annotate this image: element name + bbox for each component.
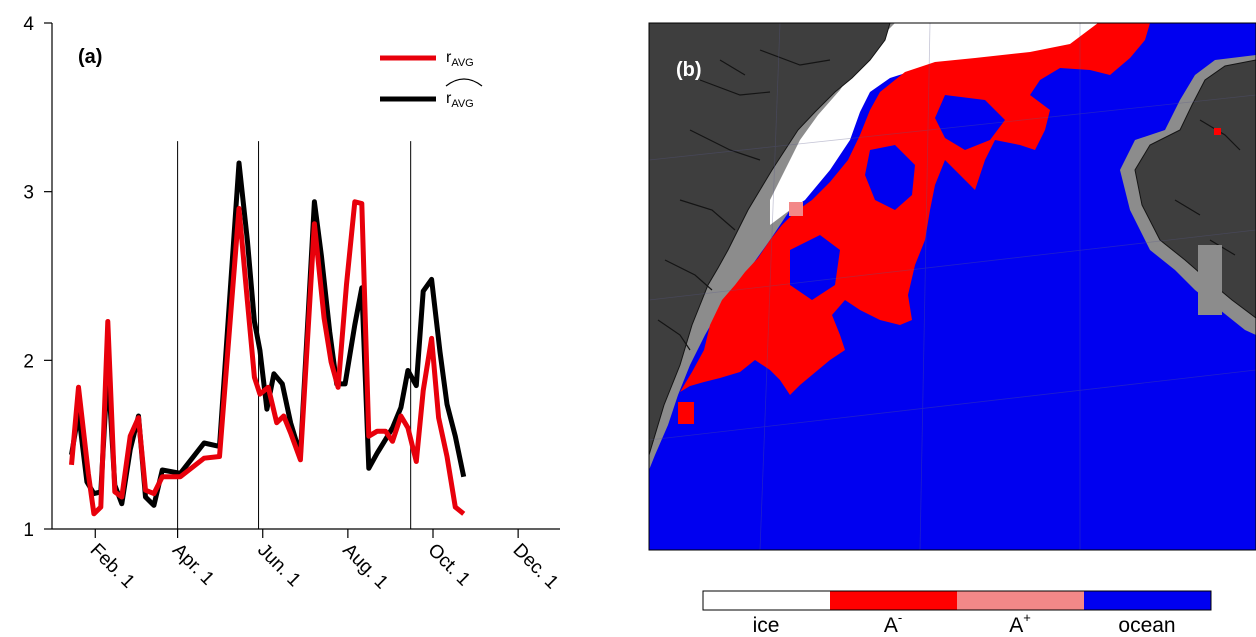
x-tick-label: Apr. 1 bbox=[168, 540, 218, 590]
map-panel bbox=[649, 23, 1256, 550]
land-east bbox=[1134, 59, 1256, 319]
a-minus-patch bbox=[678, 402, 694, 424]
legend-swatch-a-plus bbox=[957, 591, 1084, 610]
reference-lines bbox=[177, 141, 412, 529]
legend-label-r-avg: rAVG bbox=[446, 49, 474, 69]
x-tick-label: Feb. 1 bbox=[86, 540, 139, 593]
land-west bbox=[649, 23, 891, 456]
fjord-lines bbox=[657, 49, 831, 351]
map-frame bbox=[648, 22, 1256, 551]
x-tick-label: Jun. 1 bbox=[253, 540, 304, 591]
legend-frame bbox=[702, 590, 1212, 611]
y-tick-label: 4 bbox=[23, 14, 34, 35]
x-ticks: Feb. 1 Apr. 1 Jun. 1 Aug. 1 Oct. 1 Dec. 1 bbox=[86, 529, 563, 594]
y-ticks: 1 2 3 4 bbox=[23, 14, 52, 541]
map-legend: ice A- A+ ocean bbox=[702, 590, 1212, 637]
legend-swatch-a-minus bbox=[830, 591, 957, 610]
x-tick-label: Dec. 1 bbox=[509, 540, 563, 594]
a-plus-patch bbox=[789, 202, 803, 216]
series-line-r-avg bbox=[69, 199, 466, 517]
y-tick-label: 3 bbox=[23, 183, 34, 204]
fjord-lines-east bbox=[1174, 119, 1241, 256]
legend-label-r-avg-hat: rAVG bbox=[446, 90, 474, 110]
legend-label-ice: ice bbox=[753, 614, 780, 637]
series-lines bbox=[69, 160, 467, 517]
panel-label-b: (b) bbox=[676, 59, 702, 81]
x-tick-label: Oct. 1 bbox=[423, 540, 474, 591]
x-tick-label: Aug. 1 bbox=[338, 540, 392, 594]
legend: rAVG rAVG bbox=[380, 49, 483, 110]
a-minus-patch bbox=[1214, 128, 1221, 135]
ocean-pocket bbox=[790, 235, 840, 300]
series-line-r-avg-hat bbox=[69, 160, 467, 508]
panel-label-a: (a) bbox=[78, 46, 102, 68]
glacier-patch bbox=[1198, 245, 1222, 315]
ocean-pocket bbox=[865, 145, 915, 210]
a-minus-region bbox=[680, 23, 1150, 395]
legend-label-a-minus: A- bbox=[884, 610, 902, 637]
legend-label-a-plus: A+ bbox=[1009, 610, 1031, 637]
ocean-pocket bbox=[700, 395, 735, 425]
line-chart-panel: 1 2 3 4 Feb. 1 Apr. 1 Jun. 1 Aug. 1 Oct. 1 Dec. … bbox=[23, 14, 562, 593]
legend-swatch-ice bbox=[703, 591, 830, 610]
y-tick-label: 2 bbox=[23, 351, 34, 372]
legend-label-ocean: ocean bbox=[1118, 614, 1175, 637]
y-tick-label: 1 bbox=[23, 520, 34, 541]
graticule bbox=[649, 23, 1256, 550]
ocean-pocket bbox=[935, 95, 1005, 150]
legend-swatch-ocean bbox=[1084, 591, 1211, 610]
legend-hat-mark bbox=[445, 78, 483, 87]
